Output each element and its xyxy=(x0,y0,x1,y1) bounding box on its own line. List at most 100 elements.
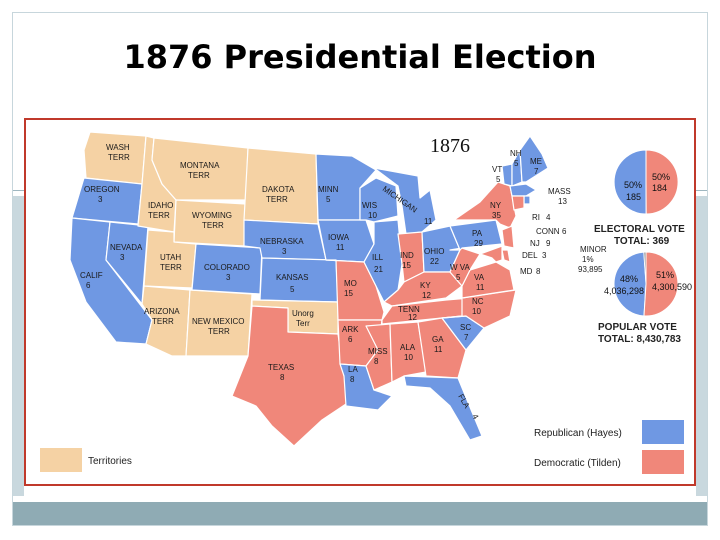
label-sc-votes: 7 xyxy=(464,333,469,342)
label-arizona-sub: TERR xyxy=(152,317,174,326)
label-wva: W VA xyxy=(450,263,471,272)
state-md xyxy=(479,245,503,263)
popular-vote-caption: POPULAR VOTE xyxy=(598,322,677,333)
legend-territories-label: Territories xyxy=(88,456,132,467)
label-wash: WASH xyxy=(106,143,130,152)
popular-pie-democratic-slice xyxy=(643,251,679,317)
electoral-vote-caption: ELECTORAL VOTE xyxy=(594,224,685,235)
electoral-democratic-votes: 184 xyxy=(652,183,667,193)
label-mass: MASS xyxy=(548,187,571,196)
label-dakota: DAKOTA xyxy=(262,185,295,194)
label-conn: CONN xyxy=(536,227,560,236)
label-ri: RI xyxy=(532,213,540,222)
label-miss: MISS xyxy=(368,347,388,356)
label-calif-votes: 6 xyxy=(86,281,91,290)
label-mass-votes: 13 xyxy=(558,197,567,206)
label-idaho-sub: TERR xyxy=(148,211,170,220)
label-va-votes: 11 xyxy=(476,283,485,292)
left-band xyxy=(12,196,24,496)
state-wis xyxy=(359,177,399,223)
label-wis-votes: 10 xyxy=(368,211,377,220)
popular-vote-total: TOTAL: 8,430,783 xyxy=(598,334,681,345)
state-ri xyxy=(523,195,531,205)
state-wva xyxy=(449,247,481,287)
label-mo-votes: 15 xyxy=(344,289,353,298)
state-conn xyxy=(511,195,525,211)
state-vt xyxy=(501,163,513,187)
label-iowa-votes: 11 xyxy=(336,243,345,252)
label-ohio: OHIO xyxy=(424,247,444,256)
label-ohio-votes: 22 xyxy=(430,257,439,266)
label-ri-votes: 4 xyxy=(546,213,551,222)
label-tenn-votes: 12 xyxy=(408,313,417,322)
legend-republican-label: Republican (Hayes) xyxy=(534,428,622,439)
label-nevada: NEVADA xyxy=(110,243,143,252)
label-idaho: IDAHO xyxy=(148,201,173,210)
legend-republican-swatch xyxy=(642,420,684,444)
label-nevada-votes: 3 xyxy=(120,253,125,262)
label-ark: ARK xyxy=(342,325,359,334)
label-montana: MONTANA xyxy=(180,161,220,170)
label-del-votes: 3 xyxy=(542,251,547,260)
state-me xyxy=(519,135,549,183)
state-nj xyxy=(501,225,515,249)
label-nh: NH xyxy=(510,149,522,158)
label-ky: KY xyxy=(420,281,431,290)
state-texas xyxy=(231,305,353,447)
slide-title: 1876 Presidential Election xyxy=(123,38,597,76)
popular-democratic-pct: 51% xyxy=(656,270,674,280)
label-md: MD xyxy=(520,267,533,276)
popular-minor-label: MINOR xyxy=(580,245,607,254)
label-ala-votes: 10 xyxy=(404,353,413,362)
label-nh-votes: 5 xyxy=(514,159,519,168)
popular-republican-votes: 4,036,298 xyxy=(604,286,644,296)
electoral-democratic-pct: 50% xyxy=(652,172,670,182)
label-kansas: KANSAS xyxy=(276,273,308,282)
state-fla xyxy=(403,375,483,441)
electoral-vote-total: TOTAL: 369 xyxy=(614,236,670,247)
label-newmexico: NEW MEXICO xyxy=(192,317,244,326)
state-pa xyxy=(449,219,503,251)
state-ga xyxy=(417,317,467,379)
label-mich-votes: 11 xyxy=(424,217,433,226)
label-ga-votes: 11 xyxy=(434,345,443,354)
label-texas: TEXAS xyxy=(268,363,294,372)
map-legend: Territories Republican (Hayes) Democrati… xyxy=(40,420,684,474)
state-nc xyxy=(441,289,517,329)
state-del xyxy=(501,249,511,263)
popular-pie-minor-slice xyxy=(643,251,647,285)
state-ny xyxy=(453,181,517,229)
label-nc-votes: 10 xyxy=(472,307,481,316)
label-ill-votes: 21 xyxy=(374,265,383,274)
label-pa-votes: 29 xyxy=(474,239,483,248)
popular-republican-pct: 48% xyxy=(620,274,638,284)
state-mass xyxy=(509,183,537,197)
legend-democratic-label: Democratic (Tilden) xyxy=(534,458,621,469)
label-minn-votes: 5 xyxy=(326,195,331,204)
label-nj: NJ xyxy=(530,239,540,248)
label-miss-votes: 8 xyxy=(374,357,379,366)
label-ark-votes: 6 xyxy=(348,335,353,344)
label-utah: UTAH xyxy=(160,253,181,262)
popular-vote-pie: MINOR 1% 93,895 48% 4,036,298 51% 4,300,… xyxy=(578,245,692,345)
label-nc: NC xyxy=(472,297,484,306)
label-ny-votes: 35 xyxy=(492,211,501,220)
label-conn-votes: 6 xyxy=(562,227,567,236)
label-wva-votes: 5 xyxy=(456,273,461,282)
right-band xyxy=(696,196,708,496)
label-iowa: IOWA xyxy=(328,233,350,242)
map-year: 1876 xyxy=(430,135,470,157)
label-mo: MO xyxy=(344,279,357,288)
label-la: LA xyxy=(348,365,358,374)
label-oregon: OREGON xyxy=(84,185,120,194)
label-wyoming: WYOMING xyxy=(192,211,232,220)
label-ala: ALA xyxy=(400,343,416,352)
election-map-panel: 1876 WASH TERR OREGON 3 CALIF 6 NEVADA 3… xyxy=(24,118,696,486)
label-oregon-votes: 3 xyxy=(98,195,103,204)
label-ill: ILL xyxy=(372,253,384,262)
label-colorado-votes: 3 xyxy=(226,273,231,282)
label-calif: CALIF xyxy=(80,271,103,280)
label-vt-votes: 5 xyxy=(496,175,501,184)
electoral-pie-democratic-slice xyxy=(645,149,679,215)
state-mich xyxy=(373,167,437,235)
